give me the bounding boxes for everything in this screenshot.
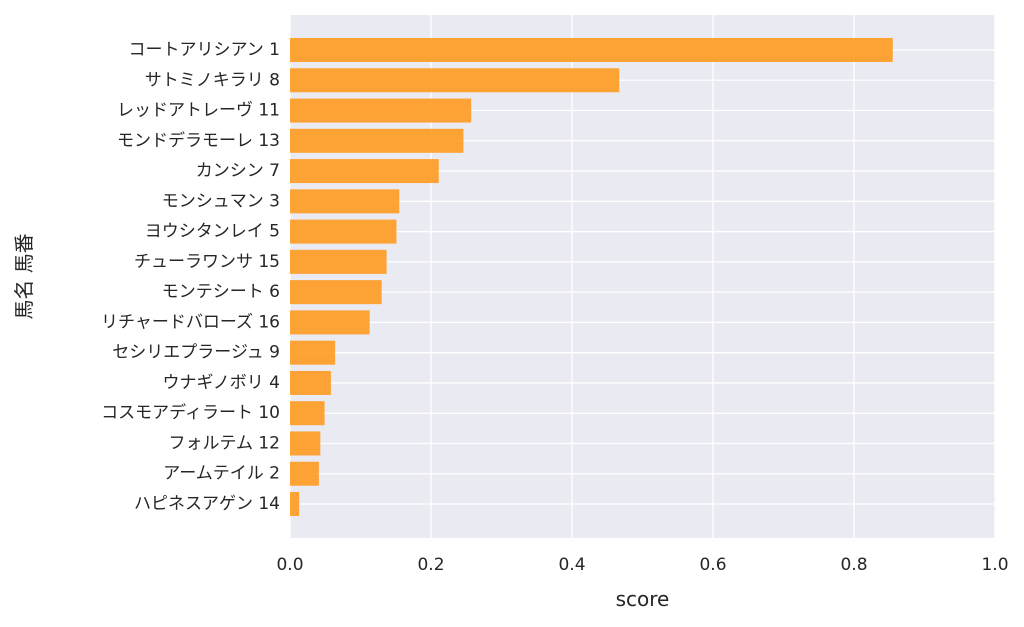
y-tick-label: ウナギノボリ 4 — [162, 373, 280, 393]
y-tick-label: ヨウシタンレイ 5 — [145, 222, 280, 242]
bar — [290, 340, 336, 365]
bar — [290, 219, 397, 244]
y-tick-label: ハピネスアゲン 14 — [134, 494, 280, 514]
bar — [290, 310, 370, 335]
plot-background — [290, 15, 995, 538]
bar — [290, 38, 893, 62]
x-tick-label: 0.2 — [417, 555, 444, 575]
x-axis-label: score — [616, 587, 670, 611]
bar — [290, 159, 439, 184]
bar — [290, 492, 300, 516]
bar — [290, 249, 387, 274]
x-tick-label: 0.0 — [276, 555, 303, 575]
y-tick-label: コートアリシアン 1 — [128, 40, 280, 60]
y-tick-label: モンドデラモーレ 13 — [117, 130, 280, 151]
y-tick-label: モンシュマン 3 — [162, 191, 280, 211]
bar — [290, 461, 319, 486]
y-axis-label: 馬名 馬番 — [12, 233, 36, 319]
y-tick-label: チューラワンサ 15 — [134, 252, 280, 272]
x-tick-label: 0.4 — [558, 555, 585, 575]
bars — [290, 38, 893, 516]
bar — [290, 68, 620, 93]
bar — [290, 189, 400, 214]
y-tick-label: コスモアディラート 10 — [101, 402, 280, 423]
bar — [290, 401, 325, 426]
x-tick-label: 0.8 — [840, 555, 867, 575]
x-tick-label: 1.0 — [981, 555, 1008, 575]
bar — [290, 98, 472, 123]
y-tick-label: カンシン 7 — [196, 161, 280, 181]
y-tick-labels: コートアリシアン 1 サトミノキラリ 8 レッドアトレーヴ 11 モンドデラモーレ 1… — [101, 40, 280, 514]
x-tick-labels: 0.0 0.2 0.4 0.6 0.8 1.0 — [276, 555, 1008, 575]
y-tick-label: セシリエプラージュ 9 — [112, 343, 280, 363]
bar — [290, 431, 321, 456]
bar — [290, 128, 464, 153]
y-tick-label: フォルテム 12 — [168, 433, 280, 453]
y-tick-label: モンテシート 6 — [162, 282, 280, 302]
y-tick-label: レッドアトレーヴ 11 — [117, 101, 280, 121]
bar — [290, 370, 331, 395]
bar — [290, 280, 382, 305]
x-tick-label: 0.6 — [699, 555, 726, 575]
y-tick-label: アームテイル 2 — [163, 464, 280, 484]
y-tick-label: リチャードバローズ 16 — [101, 312, 280, 332]
y-tick-label: サトミノキラリ 8 — [145, 70, 280, 90]
